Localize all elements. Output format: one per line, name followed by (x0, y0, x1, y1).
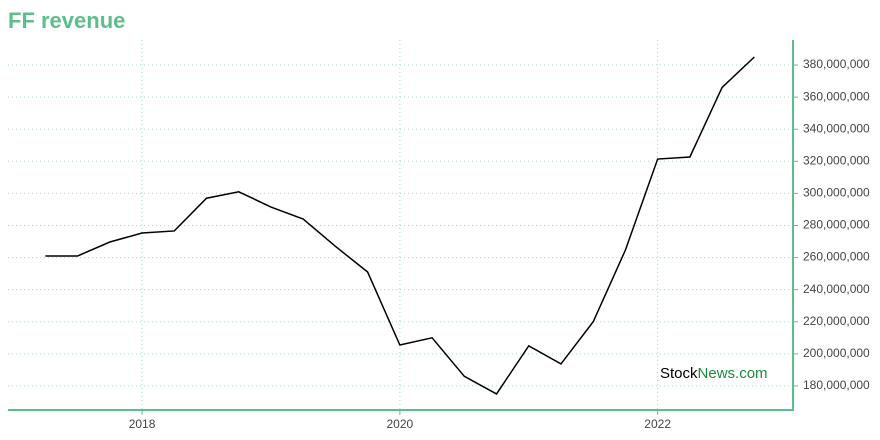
y-tick-label: 260,000,000 (803, 250, 870, 264)
watermark-part: News.com (698, 365, 768, 382)
y-tick-label: 380,000,000 (803, 57, 870, 71)
y-tick-label: 180,000,000 (803, 378, 870, 392)
x-tick-label: 2022 (644, 417, 671, 431)
y-tick-label: 340,000,000 (803, 121, 870, 135)
y-tick-label: 200,000,000 (803, 346, 870, 360)
chart-title: FF revenue (8, 8, 125, 33)
y-tick-label: 220,000,000 (803, 314, 870, 328)
y-tick-label: 280,000,000 (803, 218, 870, 232)
x-tick-label: 2018 (129, 417, 156, 431)
y-tick-label: 240,000,000 (803, 282, 870, 296)
y-tick-label: 360,000,000 (803, 89, 870, 103)
watermark: StockNews.com (660, 365, 768, 382)
x-tick-label: 2020 (387, 417, 414, 431)
watermark-part: Stock (660, 365, 698, 382)
line (45, 56, 755, 395)
y-tick-label: 300,000,000 (803, 186, 870, 200)
y-tick-label: 320,000,000 (803, 153, 870, 167)
